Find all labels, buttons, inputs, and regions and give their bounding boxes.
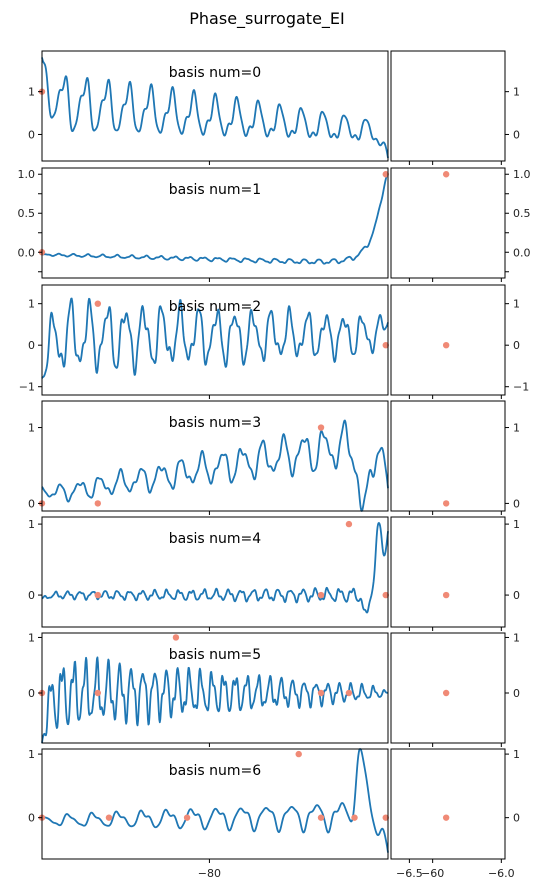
y-tick-label: 0 <box>513 339 520 352</box>
y-tick-label: 1 <box>28 518 35 531</box>
y-tick-label: 0 <box>28 812 35 825</box>
x-tick-label: −6.5 <box>396 867 423 880</box>
y-tick-label: 1 <box>28 298 35 311</box>
left-axes-frame <box>41 632 389 744</box>
y-tick-label: 1.0 <box>513 168 531 181</box>
y-tick-label: 0 <box>513 128 520 141</box>
figure-title: Phase_surrogate_EI <box>189 9 344 29</box>
data-point <box>382 341 389 349</box>
data-point <box>442 171 450 178</box>
y-tick-label: 0 <box>513 497 520 510</box>
panel-5: 0 0 1 1 basis num=5 <box>28 631 520 747</box>
y-tick-label: 1 <box>28 748 35 761</box>
y-tick-label: 1 <box>28 422 35 435</box>
y-tick-label: 0 <box>513 589 520 602</box>
data-point <box>382 591 389 599</box>
left-axes-frame <box>41 284 389 396</box>
data-point <box>105 814 113 821</box>
panel-title: basis num=4 <box>169 531 262 547</box>
panel-title: basis num=0 <box>169 65 261 81</box>
right-axes-frame <box>390 50 506 162</box>
x-tick-label: −60 <box>421 867 444 880</box>
y-tick-label: 0 <box>513 812 520 825</box>
y-tick-label: 1 <box>513 631 520 644</box>
y-tick-label: 0 <box>28 589 35 602</box>
series-line <box>41 57 389 159</box>
data-point <box>382 171 389 178</box>
panel-3: 0 0 1 1 basis num=3 <box>28 400 520 515</box>
data-point <box>345 689 353 697</box>
data-point <box>317 591 325 599</box>
y-tick-label: 1.0 <box>18 168 36 181</box>
right-axes-frame <box>390 284 506 396</box>
y-tick-label: 0 <box>28 339 35 352</box>
data-point <box>94 591 102 599</box>
y-tick-label: 1 <box>28 631 35 644</box>
right-axes-frame <box>390 167 506 279</box>
series-line <box>41 748 389 853</box>
y-tick-label: −1 <box>19 381 35 394</box>
right-axes-frame <box>390 516 506 628</box>
x-tick-label: −6.0 <box>488 867 515 880</box>
left-axes-frame <box>41 748 389 860</box>
left-axes-frame <box>41 516 389 628</box>
data-point <box>317 424 325 431</box>
series-line <box>41 173 389 265</box>
data-point <box>442 500 450 507</box>
series-line <box>41 656 389 744</box>
y-tick-label: 0 <box>513 687 520 700</box>
panel-2: −1 −1 0 0 1 1 basis num=2 <box>19 284 529 399</box>
y-tick-label: 1 <box>513 422 520 435</box>
y-tick-label: 0.0 <box>513 246 531 259</box>
y-tick-label: 0.5 <box>18 207 36 220</box>
y-tick-label: 1 <box>513 298 520 311</box>
panel-4: 0 0 1 1 basis num=4 <box>28 516 520 631</box>
data-point <box>317 814 325 821</box>
data-point <box>442 341 450 349</box>
x-tick-label: −80 <box>198 867 221 880</box>
series-line <box>41 297 389 379</box>
series-line <box>41 419 389 512</box>
y-tick-label: 0 <box>28 497 35 510</box>
panel-title: basis num=2 <box>169 299 261 315</box>
right-axes-frame <box>390 400 506 512</box>
y-tick-label: 1 <box>513 86 520 99</box>
right-axes-frame <box>390 632 506 744</box>
right-axes-frame <box>390 748 506 860</box>
data-point <box>442 591 450 599</box>
y-tick-label: 1 <box>513 748 520 761</box>
data-point <box>442 689 450 697</box>
left-axes-frame <box>41 167 389 279</box>
left-axes-frame <box>41 50 389 162</box>
panel-0: 0 0 1 1 basis num=0 <box>28 50 520 165</box>
panel-title: basis num=3 <box>169 415 261 431</box>
data-point <box>442 814 450 821</box>
y-tick-label: 1 <box>513 518 520 531</box>
y-tick-label: 0 <box>28 128 35 141</box>
y-tick-label: 0.0 <box>18 246 36 259</box>
panel-title: basis num=5 <box>169 647 261 663</box>
y-tick-label: −1 <box>513 381 529 394</box>
data-point <box>382 814 389 821</box>
data-point <box>94 500 102 507</box>
data-point <box>94 689 102 697</box>
data-point <box>295 750 302 758</box>
left-axes-frame <box>41 400 389 512</box>
data-point <box>172 634 180 641</box>
panel-title: basis num=6 <box>169 763 262 779</box>
y-tick-label: 0 <box>28 687 35 700</box>
panel-title: basis num=1 <box>169 182 261 198</box>
panel-1: 0.0 0.0 0.5 0.5 1.0 1.0 basis num=1 <box>18 167 531 282</box>
data-point <box>345 520 353 528</box>
data-point <box>94 300 102 307</box>
data-point <box>317 689 325 697</box>
y-tick-label: 0.5 <box>513 207 531 220</box>
panels: 0 0 1 1 basis num=0 0.0 0.0 0.5 0.5 1.0 1.0 basis n… <box>18 50 531 880</box>
y-tick-label: 1 <box>28 86 35 99</box>
data-point <box>183 814 191 821</box>
data-point <box>351 814 358 821</box>
